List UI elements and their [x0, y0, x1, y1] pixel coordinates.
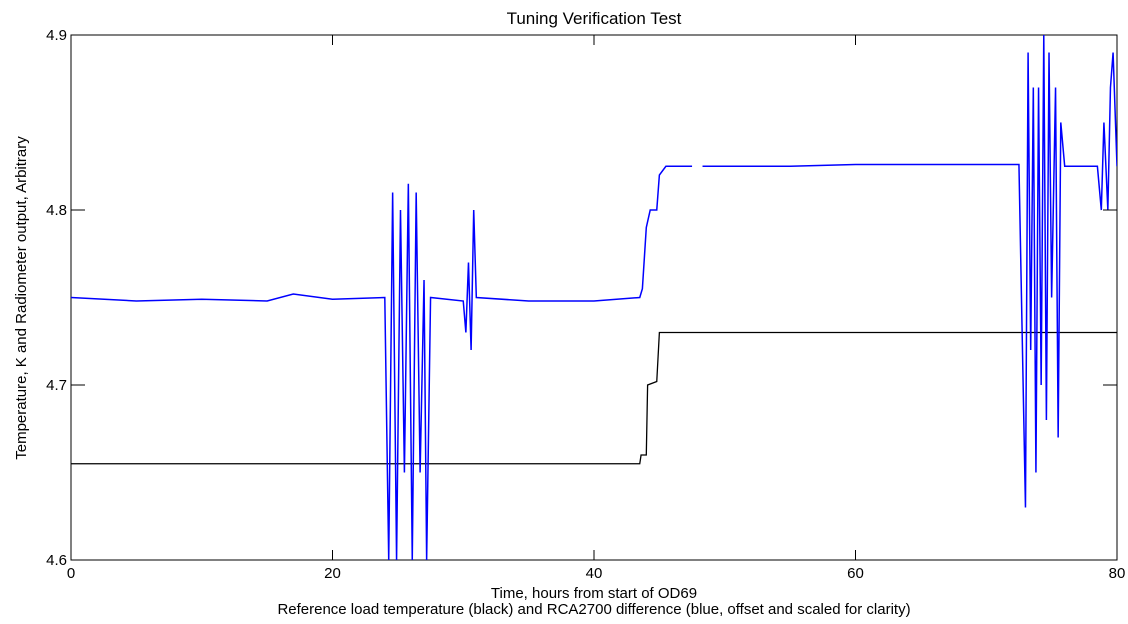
series-line [71, 35, 1117, 560]
x-axis-label: Time, hours from start of OD69 [491, 585, 697, 602]
x-tick-label: 60 [847, 565, 864, 582]
plot-area [71, 35, 1117, 560]
series-line [71, 331, 1117, 465]
x-tick-label: 40 [586, 565, 603, 582]
y-axis-label: Temperature, K and Radiometer output, Ar… [13, 136, 30, 460]
x-tick-label: 20 [324, 565, 341, 582]
plot-frame [70, 34, 1118, 561]
chart-title: Tuning Verification Test [507, 9, 682, 28]
y-tick-label: 4.8 [46, 202, 67, 219]
y-tick-label: 4.6 [46, 552, 67, 569]
x-tick-label: 0 [67, 565, 75, 582]
y-tick-label: 4.7 [46, 377, 67, 394]
subtitle: Reference load temperature (black) and R… [277, 601, 910, 618]
y-tick-label: 4.9 [46, 27, 67, 44]
x-tick-label: 80 [1109, 565, 1126, 582]
